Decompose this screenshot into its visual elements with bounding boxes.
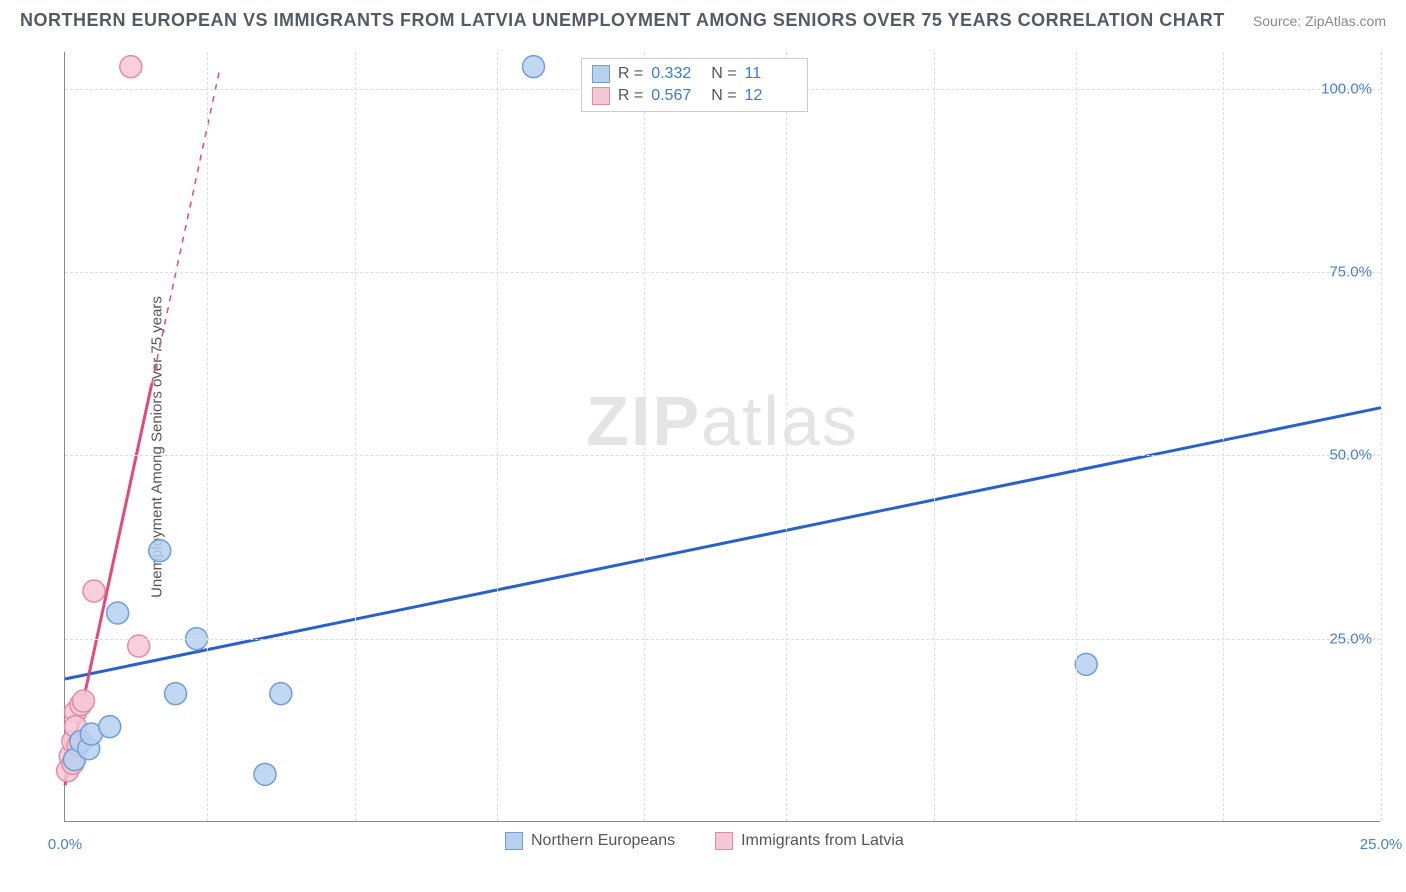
y-tick-label: 25.0% (1329, 630, 1372, 647)
series-legend: Northern EuropeansImmigrants from Latvia (505, 832, 904, 850)
x-tick-label: 0.0% (48, 836, 82, 853)
plot-area: ZIPatlas 25.0%50.0%75.0%100.0%0.0%25.0% … (64, 52, 1380, 822)
correlation-legend: R =0.332 N =11 R =0.567 N =12 (581, 58, 808, 112)
chart-svg (65, 52, 1380, 821)
source-label: Source: ZipAtlas.com (1253, 13, 1386, 29)
y-tick-label: 100.0% (1321, 80, 1372, 97)
y-tick-label: 50.0% (1329, 447, 1372, 464)
title-bar: NORTHERN EUROPEAN VS IMMIGRANTS FROM LAT… (0, 0, 1406, 37)
chart-title: NORTHERN EUROPEAN VS IMMIGRANTS FROM LAT… (20, 10, 1225, 31)
plot-wrap: Unemployment Among Seniors over 75 years… (50, 42, 1390, 852)
x-tick-label: 25.0% (1360, 836, 1403, 853)
y-tick-label: 75.0% (1329, 264, 1372, 281)
